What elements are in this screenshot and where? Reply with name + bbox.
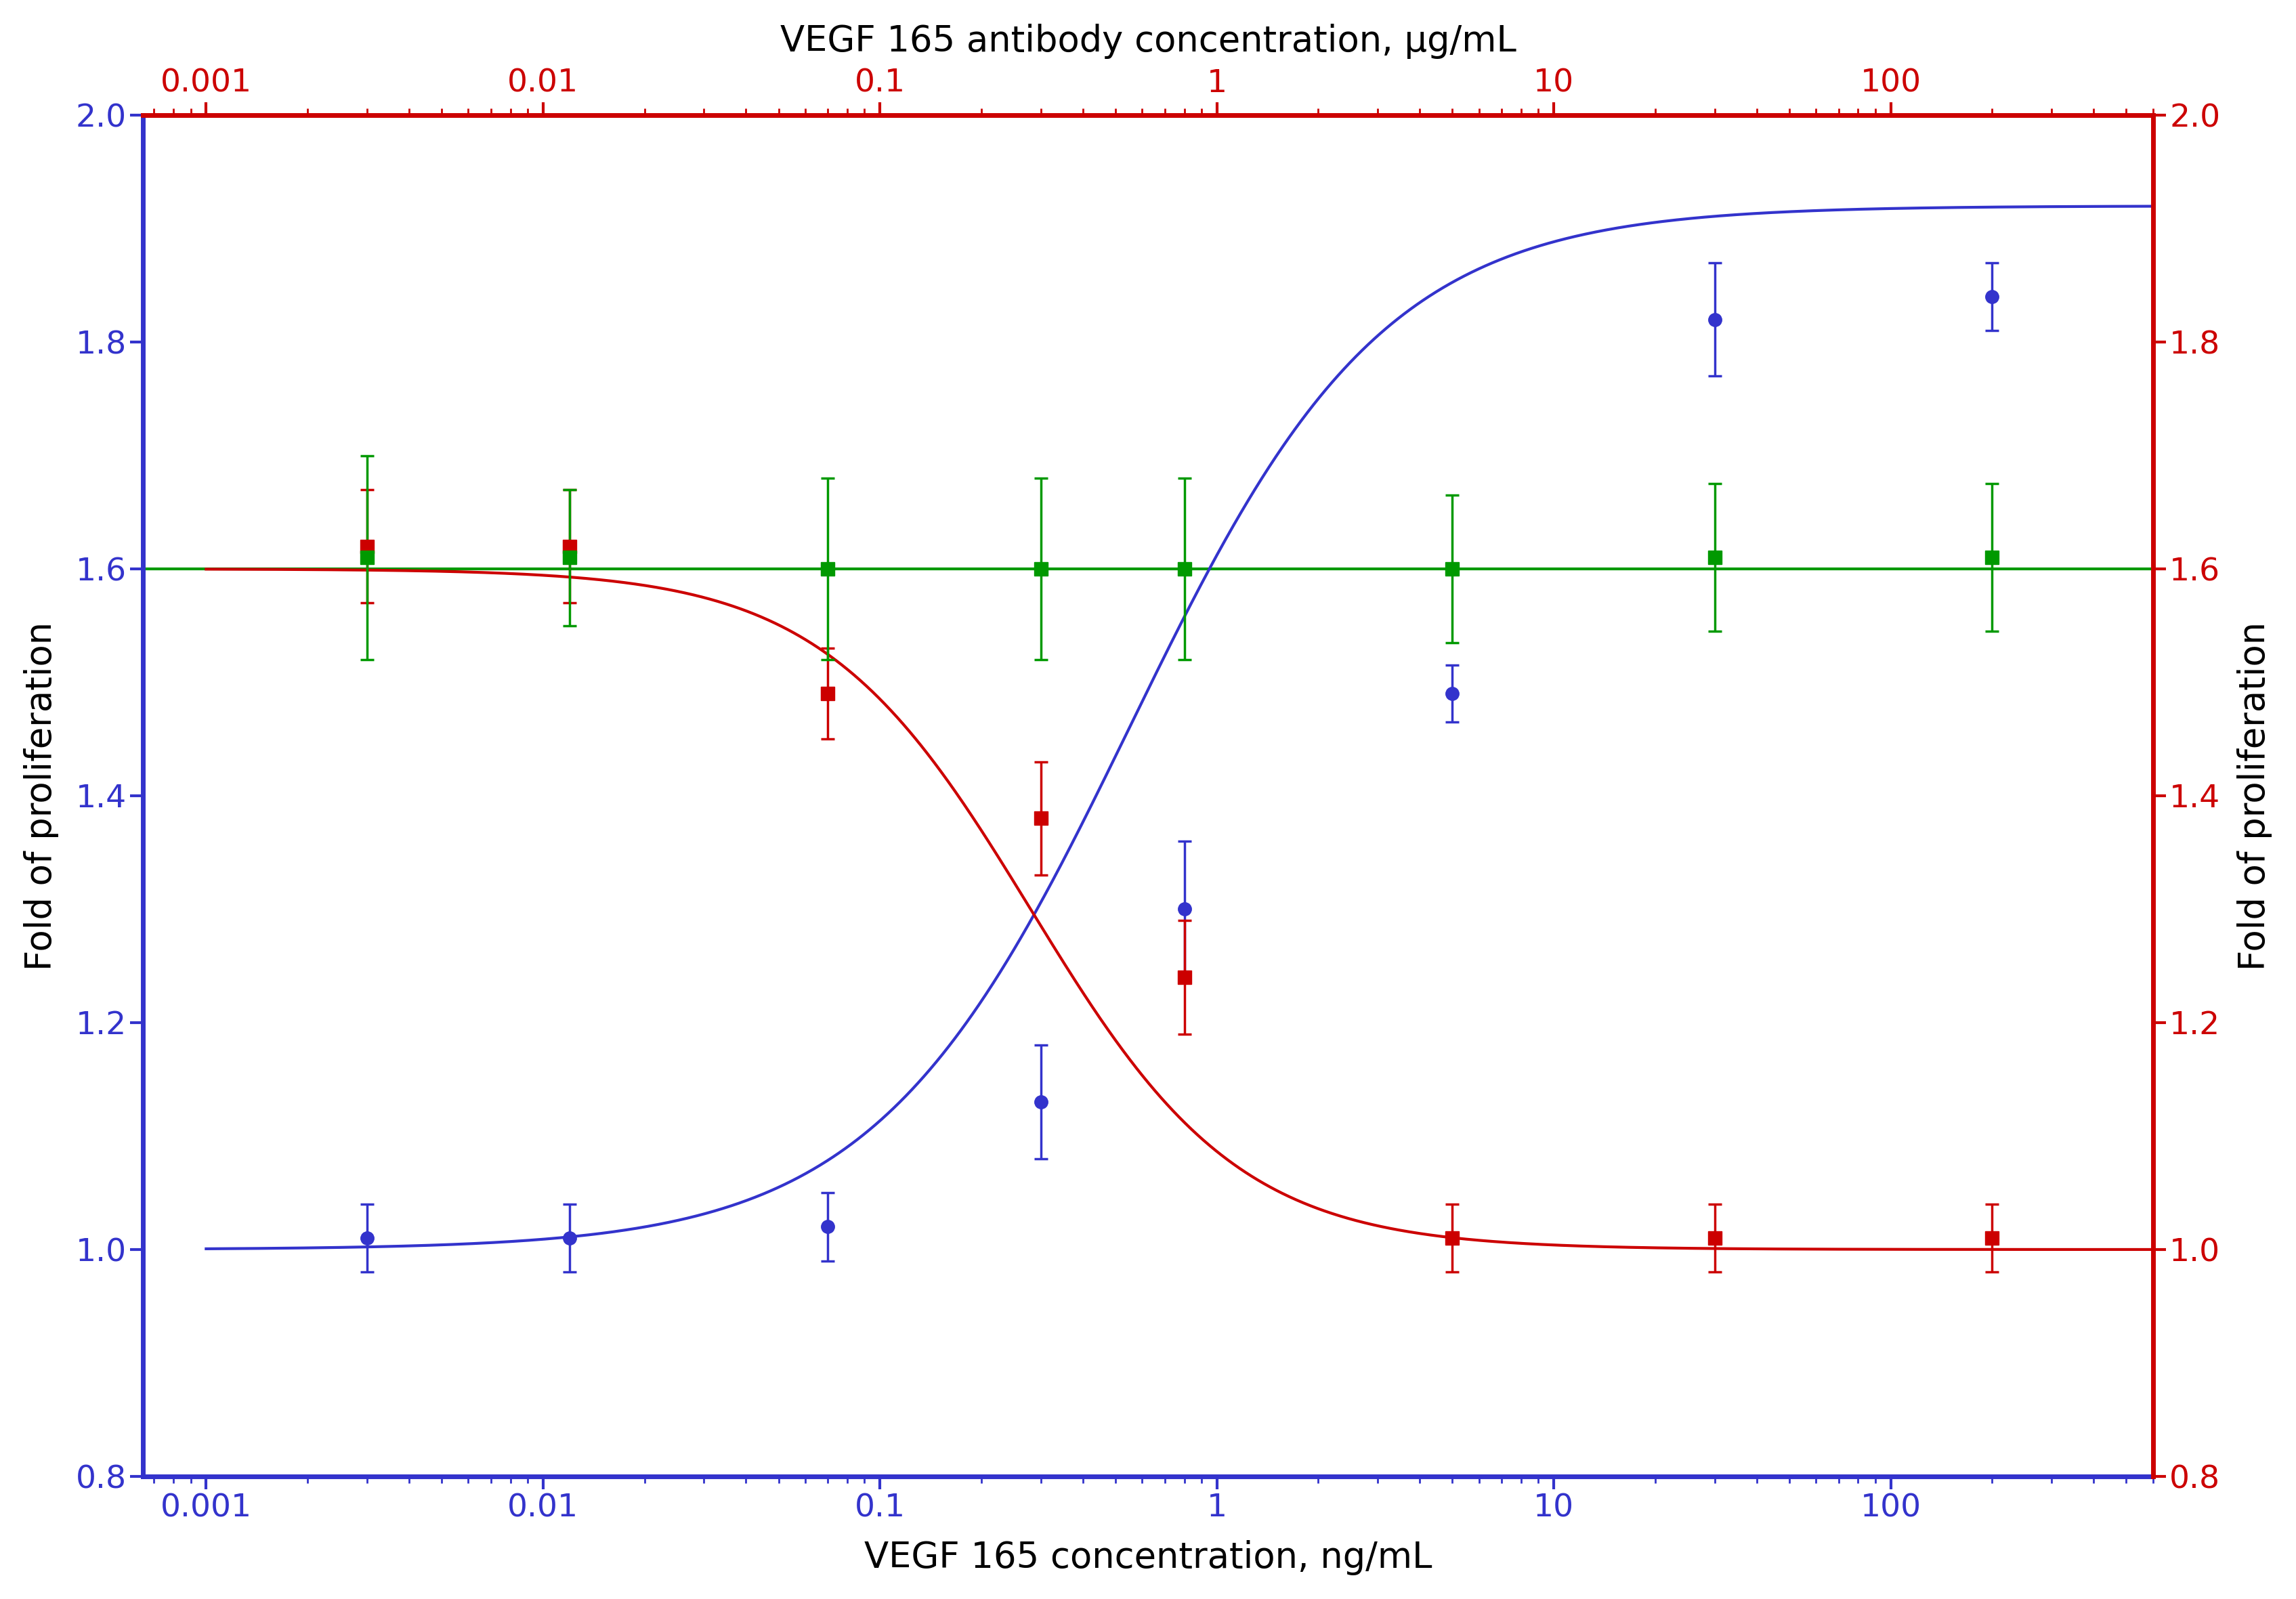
Y-axis label: Fold of proliferation: Fold of proliferation [2236,622,2273,971]
X-axis label: VEGF 165 antibody concentration, μg/mL: VEGF 165 antibody concentration, μg/mL [781,24,1515,59]
Y-axis label: Fold of proliferation: Fold of proliferation [23,622,60,971]
X-axis label: VEGF 165 concentration, ng/mL: VEGF 165 concentration, ng/mL [863,1540,1433,1575]
